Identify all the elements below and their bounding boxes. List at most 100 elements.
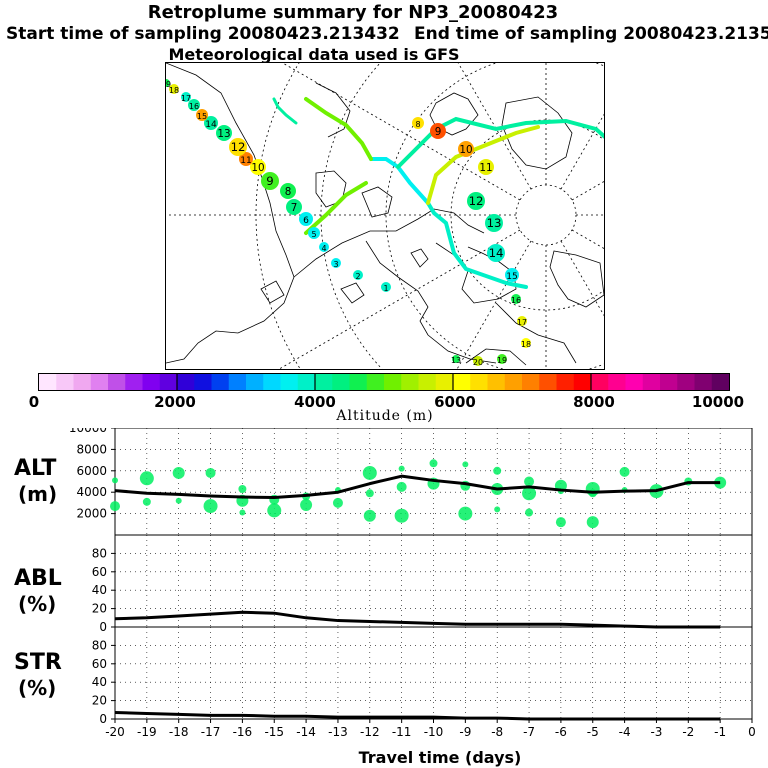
trajectory-marker: 8 <box>412 117 424 129</box>
marker-label: 19 <box>166 80 171 89</box>
alt-label: ALT <box>14 456 57 481</box>
marker-label: 16 <box>511 296 521 305</box>
trajectory-marker: 15 <box>196 109 208 121</box>
marker-dot <box>430 123 446 139</box>
marker-label: 16 <box>189 102 199 111</box>
trajectory-marker: 9 <box>430 123 446 139</box>
x-tick-label: -8 <box>491 725 503 739</box>
colorbar-swatch <box>487 374 506 390</box>
marker-dot <box>412 117 424 129</box>
x-tick-label: -10 <box>424 725 444 739</box>
altitude-sample-dot <box>396 481 407 492</box>
x-tick-label: -17 <box>201 725 221 739</box>
y-tick-label: 40 <box>92 583 107 597</box>
marker-dot <box>497 354 507 364</box>
trajectory-marker: 18 <box>521 338 531 349</box>
marker-dot <box>250 159 266 175</box>
marker-label: 2 <box>355 272 360 281</box>
marker-label: 8 <box>415 120 420 129</box>
trajectory-marker: 5 <box>308 227 320 239</box>
marker-dot <box>188 99 200 111</box>
marker-label: 4 <box>321 244 326 253</box>
marker-label: 9 <box>435 126 442 138</box>
time-series-chart: 2000 4000 6000 8000 10000 0 20 40 60 80 0 20 40 60 80 -… <box>69 428 756 739</box>
colorbar-swatch <box>315 374 333 390</box>
colorbar-tick-label: 4000 <box>294 393 336 411</box>
colorbar-swatch <box>539 374 557 390</box>
colorbar-tick-label: 8000 <box>573 393 615 411</box>
colorbar-tick-label: 10000 <box>691 393 745 411</box>
y-tick-label: 20 <box>92 602 107 616</box>
colorbar-swatch <box>228 374 247 390</box>
altitude-sample-dot <box>525 508 534 517</box>
x-tick-label: -6 <box>555 725 567 739</box>
meridian-line <box>281 63 521 201</box>
colorbar-tick-label: 0 <box>28 393 40 411</box>
marker-dot <box>353 270 363 280</box>
x-tick-label: -2 <box>682 725 694 739</box>
trajectory-marker: 10 <box>458 141 474 157</box>
coastline <box>429 92 479 136</box>
marker-label: 14 <box>205 120 217 130</box>
colorbar-title: Altitude (m) <box>336 408 434 424</box>
marker-label: 13 <box>451 356 461 365</box>
altitude-sample-dot <box>522 486 537 501</box>
coastline <box>465 348 527 366</box>
series-line-str <box>114 711 721 721</box>
coastlines <box>166 63 604 366</box>
trajectory-marker: 17 <box>181 92 191 103</box>
trajectory-line <box>304 181 368 235</box>
colorbar-swatch <box>246 374 264 390</box>
trajectory-marker: 12 <box>467 192 485 210</box>
str-label: STR <box>14 650 62 675</box>
colorbar-swatch <box>453 374 471 390</box>
panel-str: 0 20 40 60 80 <box>92 626 753 726</box>
marker-dot <box>204 116 218 130</box>
trajectory-marker: 17 <box>517 316 527 327</box>
trajectory-marker: 16 <box>188 99 200 111</box>
x-tick-label: 0 <box>748 725 756 739</box>
colorbar-swatch <box>694 374 713 390</box>
colorbar-swatch <box>108 374 126 390</box>
marker-label: 19 <box>497 356 507 365</box>
x-tick-label: -1 <box>714 725 726 739</box>
altitude-sample-dot <box>112 477 118 484</box>
marker-dot <box>308 227 320 239</box>
marker-dot <box>169 84 179 94</box>
abl-unit: (%) <box>18 592 57 616</box>
trajectory-marker: 1 <box>381 282 391 293</box>
trajectory-marker: 19 <box>497 354 507 365</box>
colorbar-swatch <box>435 374 454 390</box>
trajectory-marker: 8 <box>280 183 296 199</box>
colorbar-swatch <box>332 374 350 390</box>
meridian-line <box>560 240 604 317</box>
x-tick-label: -4 <box>619 725 631 739</box>
meridian-line <box>456 240 532 369</box>
colorbar <box>38 373 730 391</box>
marker-dot <box>196 109 208 121</box>
coastline <box>365 240 497 364</box>
marker-label: 7 <box>291 202 298 214</box>
altitude-sample-dot <box>205 467 216 478</box>
map-canvas: 1234567891011121314151617181920111098121… <box>166 63 604 369</box>
trajectory-marker: 4 <box>319 242 329 253</box>
polar-map: 1234567891011121314151617181920111098121… <box>165 62 605 370</box>
x-tick-label: -14 <box>296 725 316 739</box>
x-tick-label: -13 <box>328 725 348 739</box>
x-tick-label: -16 <box>233 725 253 739</box>
marker-label: 17 <box>181 94 191 103</box>
marker-label: 6 <box>303 216 309 226</box>
colorbar-swatch <box>366 374 385 390</box>
marker-dot <box>166 79 170 87</box>
marker-dot <box>286 199 302 215</box>
start-time-label: Start time of sampling 20080423.213432 <box>6 24 400 44</box>
marker-dot <box>473 356 483 366</box>
altitude-sample-dot <box>462 461 469 468</box>
colorbar-swatch <box>677 374 695 390</box>
marker-label: 9 <box>266 174 273 188</box>
x-tick-label: -15 <box>264 725 284 739</box>
end-time-label: End time of sampling 20080423.213502 <box>414 24 768 44</box>
trajectory-marker: 14 <box>204 116 218 130</box>
marker-label: 1 <box>383 284 388 293</box>
colorbar-swatch <box>211 374 230 390</box>
